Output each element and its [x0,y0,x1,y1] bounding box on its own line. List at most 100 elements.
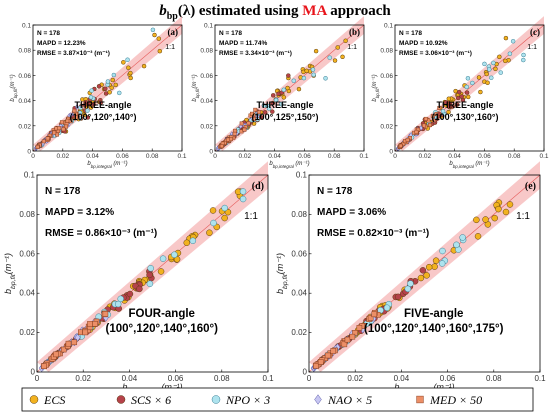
y-tick-label: 0.08 [380,48,393,55]
x-tick-label: 0.06 [440,374,456,383]
data-point [73,115,78,120]
x-tick-label: 0 [393,153,397,160]
x-tick-label: 0.1 [262,374,274,383]
stat-line: RMSE = 0.82×10⁻³ (m⁻¹) [317,228,429,239]
x-tick-label: 0.08 [328,153,341,160]
data-point [491,214,498,222]
legend-box [21,387,534,412]
y-tick-label: 0.08 [200,48,213,55]
x-tick-label: 0.02 [418,153,431,160]
data-point [398,143,403,148]
data-point [41,363,47,369]
data-point [437,106,442,111]
stat-line: RMSE = 3.87×10⁻³ (m⁻¹) [37,50,110,57]
data-point [335,45,340,50]
data-point [102,86,108,92]
y-axis-label: bbp,fit(m⁻¹) [192,74,200,101]
data-point [278,101,284,107]
stat-line: MAPD = 3.12% [45,207,114,218]
data-point [159,255,167,262]
x-tick-label: 0.06 [478,153,491,160]
chart-panel: 0 0.02 0.04 0.06 0.08 0.1 0 0.02 0.04 0.06 0.08 0.1… [192,16,369,169]
data-point [416,395,424,404]
y-axis-label: bbp,fit(m⁻¹) [275,253,289,294]
x-tick-label: 0.04 [86,153,99,160]
title-sub: bp [166,11,178,22]
title-suffix: approach [326,3,391,19]
x-axis-label: bbp,integral (m⁻¹) [269,161,309,169]
data-point [404,285,412,293]
annotation-method: THREE-angle [75,100,132,110]
data-point [105,79,111,84]
data-point [232,131,237,136]
data-point [82,112,87,117]
data-point [146,271,153,279]
stat-line: MAPD = 11.74% [219,40,267,47]
y-tick-label: 0.02 [380,123,393,130]
data-point [349,333,356,340]
stat-line: MAPD = 3.06% [317,207,386,218]
x-tick-label: 0.08 [146,153,159,160]
annotation-method: THREE-angle [257,100,314,110]
data-point [507,51,513,56]
y-tick-label: 0.1 [22,23,31,30]
data-point [419,267,427,274]
data-point [313,363,319,369]
data-point [53,351,59,358]
data-point [221,204,228,212]
panel-label: (b) [349,27,360,37]
data-point [438,260,446,267]
data-point [102,311,109,317]
plot-frame [32,24,183,152]
data-point [476,75,482,80]
data-point [311,72,316,78]
data-point [273,97,279,103]
plot-frame [308,174,541,373]
data-point [252,117,257,121]
data-point [521,57,526,63]
data-point [61,127,66,132]
data-point [430,114,435,119]
stat-line: RMSE = 3.06×10⁻³ (m⁻¹) [399,50,472,57]
x-tick-label: 0.1 [539,153,548,160]
data-point [126,290,134,298]
data-point [296,86,302,92]
data-point [456,89,462,95]
y-tick-label: 0.04 [18,98,31,105]
data-point [422,123,426,128]
data-point [482,216,489,223]
x-tick-label: 0.06 [168,374,184,383]
x-tick-label: 0.02 [347,374,363,383]
data-point [246,121,251,126]
x-tick-label: 0.1 [359,153,368,160]
data-point [270,100,276,106]
data-point [91,102,96,107]
data-point [414,129,419,134]
data-point [152,32,157,38]
x-tick-label: 0.02 [56,153,69,160]
data-point [417,274,425,282]
data-point [88,95,94,100]
data-point [367,315,374,321]
data-point [209,207,217,214]
data-point [482,61,487,67]
data-point [484,71,489,77]
data-point [487,67,492,72]
data-point [41,139,46,144]
legend-label: ECS [43,393,65,407]
y-tick-label: 0.02 [18,123,31,130]
data-point [266,106,272,111]
data-point [446,109,451,115]
data-point [491,60,496,66]
y-tick-label: 0.04 [380,98,393,105]
data-point [98,100,104,105]
data-point [65,340,72,347]
y-tick-label: 0.1 [296,171,308,180]
data-point [465,76,471,81]
data-point [68,112,73,118]
data-point [474,233,482,240]
y-tick-label: 0.08 [291,210,307,219]
x-axis-label: bbp,integral (m⁻¹) [449,161,489,169]
data-point [71,339,78,346]
legend: ECS SCS × 6 NPO × 3 NAO × 5 MED × 50 [21,387,534,412]
